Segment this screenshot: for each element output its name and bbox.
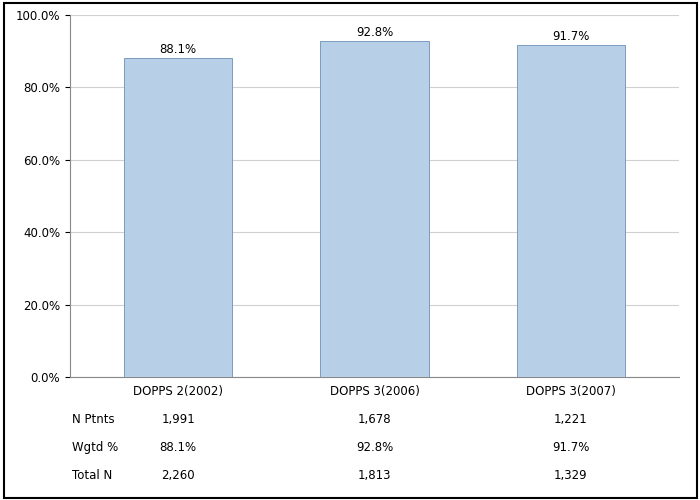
Text: Wgtd %: Wgtd % — [72, 441, 118, 454]
Text: 92.8%: 92.8% — [356, 441, 393, 454]
Text: 88.1%: 88.1% — [160, 43, 197, 56]
Text: 1,329: 1,329 — [554, 470, 588, 482]
Text: DOPPS 3(2007): DOPPS 3(2007) — [526, 384, 616, 398]
Text: N Ptnts: N Ptnts — [72, 413, 115, 426]
Text: 91.7%: 91.7% — [552, 30, 589, 43]
Bar — [124, 58, 232, 377]
Text: Total N: Total N — [72, 470, 112, 482]
Bar — [517, 45, 625, 377]
Text: 88.1%: 88.1% — [160, 441, 197, 454]
Text: 1,813: 1,813 — [358, 470, 391, 482]
Text: DOPPS 3(2006): DOPPS 3(2006) — [330, 384, 419, 398]
Text: 2,260: 2,260 — [161, 470, 195, 482]
Text: 92.8%: 92.8% — [356, 26, 393, 39]
Text: 1,991: 1,991 — [161, 413, 195, 426]
Bar — [321, 41, 428, 377]
Text: 1,678: 1,678 — [358, 413, 391, 426]
Text: DOPPS 2(2002): DOPPS 2(2002) — [133, 384, 223, 398]
Text: 91.7%: 91.7% — [552, 441, 589, 454]
Text: 1,221: 1,221 — [554, 413, 588, 426]
